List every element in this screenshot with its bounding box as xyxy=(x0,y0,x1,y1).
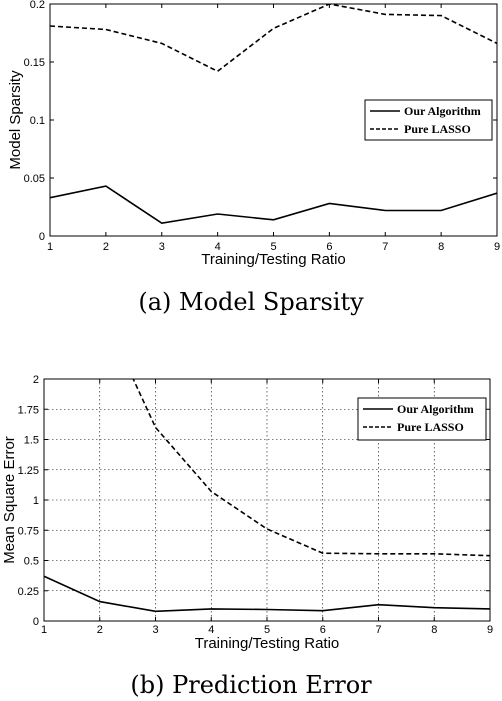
y-axis-title: Mean Square Error xyxy=(1,436,18,564)
x-tick-label: 1 xyxy=(47,241,53,253)
legend-label: Our Algorithm xyxy=(404,104,481,118)
y-tick-label: 0 xyxy=(33,616,39,628)
legend-label: Pure LASSO xyxy=(397,420,464,434)
x-axis-title: Training/Testing Ratio xyxy=(201,251,346,268)
figure-caption: (b) Prediction Error xyxy=(130,671,372,699)
x-tick-label: 9 xyxy=(494,241,500,253)
x-tick-label: 6 xyxy=(326,241,332,253)
y-axis-title: Model Sparsity xyxy=(7,70,24,170)
y-tick-label: 0.2 xyxy=(30,0,45,11)
x-tick-label: 2 xyxy=(97,624,103,636)
y-tick-label: 1.5 xyxy=(24,435,39,447)
y-tick-label: 0.5 xyxy=(24,556,39,568)
series-group xyxy=(44,379,490,613)
x-tick-label: 6 xyxy=(320,624,326,636)
chart-b: 1 2 3 4 5 6 7 8 9 0 0.25 0.5 0.75 1 1.25 1.5 1.75 2 Traini… xyxy=(1,374,493,699)
legend-label: Pure LASSO xyxy=(404,122,471,136)
legend-box xyxy=(357,397,487,441)
x-axis-title: Training/Testing Ratio xyxy=(195,635,340,652)
y-tick-label: 0.25 xyxy=(18,586,39,598)
x-tick-label: 2 xyxy=(103,241,109,253)
series-group xyxy=(50,4,497,225)
legend-box xyxy=(364,99,493,141)
y-tick-label: 2 xyxy=(33,374,39,386)
figure-caption: (a) Model Sparsity xyxy=(138,288,364,316)
x-tick-label: 9 xyxy=(487,624,493,636)
series-line-pure-lasso xyxy=(132,379,490,557)
x-tick-label: 8 xyxy=(431,624,437,636)
y-tick-label: 1.75 xyxy=(18,404,39,416)
x-tick-label: 4 xyxy=(208,624,214,636)
y-tick-label: 0.05 xyxy=(24,173,45,185)
x-tick-label: 7 xyxy=(382,241,388,253)
y-tick-label: 0 xyxy=(39,231,45,243)
series-line-our-algorithm xyxy=(44,575,490,613)
x-tick-label: 3 xyxy=(152,624,158,636)
x-tick-label: 8 xyxy=(438,241,444,253)
y-tick-label: 0.1 xyxy=(30,115,45,127)
x-tick-label: 7 xyxy=(375,624,381,636)
legend: Our Algorithm Pure LASSO xyxy=(364,99,493,141)
x-tick-label: 1 xyxy=(41,624,47,636)
x-tick-label: 5 xyxy=(264,624,270,636)
legend: Our Algorithm Pure LASSO xyxy=(357,397,487,441)
series-line-our-algorithm xyxy=(50,185,497,225)
y-tick-label: 0.15 xyxy=(24,57,45,69)
series-line-pure-lasso xyxy=(50,4,497,73)
x-tick-label: 4 xyxy=(215,241,221,253)
chart-a: 1 2 3 4 5 6 7 8 9 0 0.05 0.1 0.15 0.2 Training/Testing… xyxy=(7,0,500,316)
x-tick-label: 3 xyxy=(159,241,165,253)
y-tick-label: 1 xyxy=(33,495,39,507)
x-tick-label: 5 xyxy=(270,241,276,253)
legend-label: Our Algorithm xyxy=(397,402,474,416)
y-tick-label: 0.75 xyxy=(18,525,39,537)
y-tick-label: 1.25 xyxy=(18,465,39,477)
